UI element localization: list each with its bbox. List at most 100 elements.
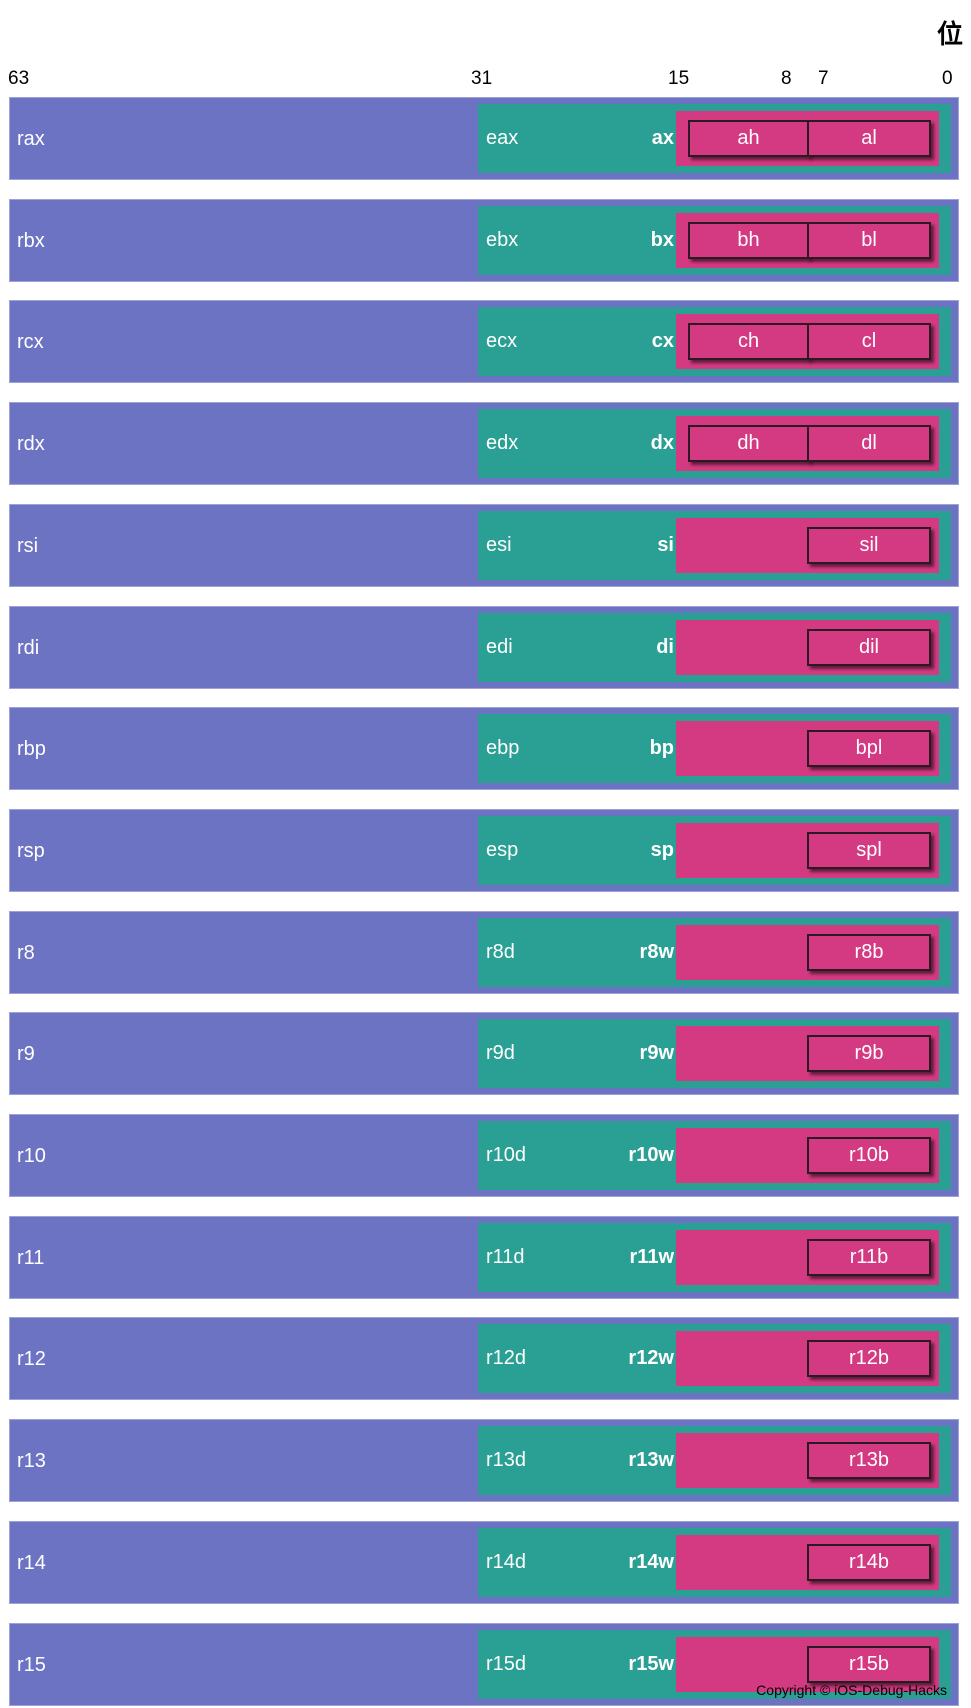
reg16-block: r13b xyxy=(676,1433,939,1488)
reg16-label: r8w xyxy=(639,941,674,963)
reg16-label: ax xyxy=(651,127,674,149)
reg32-block: r11d r11w r11b xyxy=(478,1223,951,1292)
reg32-label: r8d xyxy=(486,941,515,963)
reg8-low-block: r11b xyxy=(807,1239,931,1276)
reg16-label: dx xyxy=(650,432,674,454)
bit-label-0: 0 xyxy=(942,68,953,89)
reg16-label: sp xyxy=(650,839,674,861)
reg8-low-block: r15b xyxy=(807,1646,931,1683)
reg64-label: r9 xyxy=(17,1043,35,1065)
reg32-label: r10d xyxy=(486,1144,527,1166)
reg8-high-block: bh xyxy=(688,222,809,259)
reg8-low-block: r8b xyxy=(807,934,931,971)
reg32-block: edi di dil xyxy=(478,613,951,682)
register-row: rsp esp sp spl xyxy=(9,809,959,892)
reg64-label: rbp xyxy=(17,738,46,760)
reg32-label: r11d xyxy=(486,1246,525,1268)
reg64-label: r8 xyxy=(17,942,35,964)
reg16-label: cx xyxy=(651,330,674,352)
reg64-label: rsp xyxy=(17,840,45,862)
reg8-high-block: ch xyxy=(688,323,809,360)
register-row: rbp ebp bp bpl xyxy=(9,707,959,790)
reg32-label: ecx xyxy=(486,330,518,352)
reg16-block: dil xyxy=(676,620,939,675)
reg64-label: rcx xyxy=(17,331,44,353)
reg64-label: r10 xyxy=(17,1145,46,1167)
reg8-low-block: r14b xyxy=(807,1544,931,1581)
reg16-label: si xyxy=(657,534,674,556)
reg64-label: rdx xyxy=(17,433,45,455)
reg32-block: r14d r14w r14b xyxy=(478,1528,951,1597)
reg8-low-block: dil xyxy=(807,629,931,666)
register-row: r14 r14d r14w r14b xyxy=(9,1521,959,1604)
copyright: Copyright © iOS-Debug-Hacks xyxy=(756,1682,947,1698)
reg8-low-block: al xyxy=(807,120,931,157)
reg8-low-block: cl xyxy=(807,323,931,360)
reg16-block: sil xyxy=(676,518,939,573)
reg32-label: edi xyxy=(486,636,513,658)
reg32-block: r10d r10w r10b xyxy=(478,1121,951,1190)
reg8-low-block: r13b xyxy=(807,1442,931,1479)
reg64-label: rax xyxy=(17,128,45,150)
register-row: rsi esi si sil xyxy=(9,504,959,587)
register-row: rbx ebx bx bh bl xyxy=(9,199,959,282)
reg32-label: esi xyxy=(486,534,512,556)
reg32-block: esp sp spl xyxy=(478,816,951,885)
register-row: rdi edi di dil xyxy=(9,606,959,689)
reg16-label: di xyxy=(656,636,674,658)
reg32-block: esi si sil xyxy=(478,511,951,580)
reg16-block: r14b xyxy=(676,1535,939,1590)
register-row: rdx edx dx dh dl xyxy=(9,402,959,485)
reg32-block: r15d r15w r15b xyxy=(478,1630,951,1699)
reg32-label: eax xyxy=(486,127,519,149)
reg16-block: r15b xyxy=(676,1637,939,1692)
reg16-block: r12b xyxy=(676,1331,939,1386)
reg16-block: dh dl xyxy=(676,416,939,471)
reg16-label: r10w xyxy=(628,1144,674,1166)
reg16-label: r13w xyxy=(628,1449,674,1471)
reg8-high-block: ah xyxy=(688,120,809,157)
reg64-label: r15 xyxy=(17,1654,46,1676)
reg16-block: r10b xyxy=(676,1128,939,1183)
reg16-block: r9b xyxy=(676,1026,939,1081)
reg32-block: r8d r8w r8b xyxy=(478,918,951,987)
bits-title: 位 xyxy=(936,19,963,49)
register-row: r10 r10d r10w r10b xyxy=(9,1114,959,1197)
reg32-label: r13d xyxy=(486,1449,527,1471)
reg16-block: spl xyxy=(676,823,939,878)
reg16-block: r11b xyxy=(676,1230,939,1285)
register-row: r12 r12d r12w r12b xyxy=(9,1317,959,1400)
reg64-label: r13 xyxy=(17,1450,46,1472)
reg16-label: r9w xyxy=(639,1042,674,1064)
reg16-label: r11w xyxy=(629,1246,674,1268)
reg64-label: r14 xyxy=(17,1552,46,1574)
reg32-block: eax ax ah al xyxy=(478,104,951,173)
reg16-block: r8b xyxy=(676,925,939,980)
reg64-label: rdi xyxy=(17,637,40,659)
register-row: r13 r13d r13w r13b xyxy=(9,1419,959,1502)
reg64-label: r11 xyxy=(17,1247,45,1269)
reg16-label: r14w xyxy=(628,1551,674,1573)
reg8-low-block: dl xyxy=(807,425,931,462)
register-row: r9 r9d r9w r9b xyxy=(9,1012,959,1095)
reg8-low-block: sil xyxy=(807,527,931,564)
register-row: r8 r8d r8w r8b xyxy=(9,911,959,994)
reg16-block: ah al xyxy=(676,111,939,166)
register-row: r11 r11d r11w r11b xyxy=(9,1216,959,1299)
reg16-block: ch cl xyxy=(676,314,939,369)
reg8-low-block: r12b xyxy=(807,1340,931,1377)
reg32-block: r13d r13w r13b xyxy=(478,1426,951,1495)
bit-label-31: 31 xyxy=(471,68,493,89)
reg32-label: ebp xyxy=(486,737,520,759)
reg32-label: ebx xyxy=(486,229,519,251)
reg16-block: bpl xyxy=(676,721,939,776)
reg16-label: r15w xyxy=(628,1653,674,1675)
reg32-block: r12d r12w r12b xyxy=(478,1324,951,1393)
register-row: rcx ecx cx ch cl xyxy=(9,300,959,383)
bit-label-63: 63 xyxy=(8,68,30,89)
bit-label-8: 8 xyxy=(781,68,792,89)
reg32-block: ebx bx bh bl xyxy=(478,206,951,275)
reg16-block: bh bl xyxy=(676,213,939,268)
reg8-low-block: r10b xyxy=(807,1137,931,1174)
reg8-low-block: spl xyxy=(807,832,931,869)
